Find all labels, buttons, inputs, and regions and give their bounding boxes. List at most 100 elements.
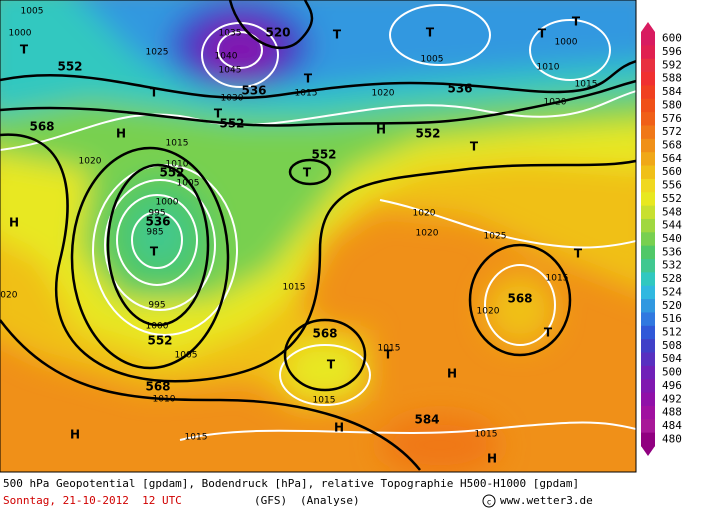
legend-swatch	[641, 392, 655, 407]
legend-label: 564	[662, 152, 682, 165]
legend-swatch	[641, 285, 655, 300]
pressure-label: 1040	[215, 52, 238, 62]
legend-swatch	[641, 419, 655, 434]
legend-label: 584	[662, 85, 682, 98]
legend-label: 504	[662, 352, 682, 365]
geopotential-label: 520	[265, 26, 290, 40]
legend-arrow-bottom	[641, 446, 655, 456]
legend-swatch	[641, 112, 655, 126]
pressure-label: 1020	[413, 209, 436, 219]
legend-swatch	[641, 245, 655, 260]
pressure-center: H	[9, 216, 19, 230]
legend-label: 512	[662, 325, 682, 338]
pressure-label: 1015	[546, 274, 569, 284]
pressure-label: 1005	[177, 179, 200, 189]
legend-swatch	[641, 138, 655, 153]
geopotential-label: 552	[57, 60, 82, 74]
footer-model: (GFS)	[254, 494, 287, 507]
pressure-center: T	[150, 245, 159, 259]
legend-label: 484	[662, 419, 682, 432]
geopotential-label: 552	[311, 148, 336, 162]
pressure-label: 1010	[537, 63, 560, 73]
legend-label: 568	[662, 139, 682, 152]
pressure-label: 1015	[185, 433, 208, 443]
pressure-label: 1025	[146, 48, 169, 58]
legend-swatch	[641, 152, 655, 167]
legend-label: 492	[662, 392, 682, 405]
pressure-label: 1005	[421, 55, 444, 65]
legend-label: 536	[662, 245, 682, 258]
pressure-center: H	[334, 421, 344, 435]
legend-label: 580	[662, 98, 682, 111]
footer-date: Sonntag, 21-10-2012 12 UTC	[3, 494, 182, 507]
pressure-center: T	[304, 72, 313, 86]
pressure-label: 1020	[477, 307, 500, 317]
pressure-center: T	[538, 27, 547, 41]
copyright-icon	[482, 494, 496, 508]
pressure-center: T	[426, 26, 435, 40]
pressure-label: 1030	[221, 94, 244, 104]
legend-swatch	[641, 205, 655, 220]
pressure-center: H	[70, 428, 80, 442]
legend-swatch	[641, 312, 655, 327]
legend-label: 520	[662, 299, 682, 312]
legend-label: 528	[662, 272, 682, 285]
legend-swatch	[641, 85, 655, 100]
legend-swatch	[641, 339, 655, 354]
legend-swatch	[641, 325, 655, 340]
legend-swatch	[641, 72, 655, 86]
legend-arrow-top	[641, 22, 655, 32]
pressure-center: H	[487, 452, 497, 466]
pressure-label: 1015	[283, 283, 306, 293]
pressure-label: 1015	[575, 80, 598, 90]
pressure-label: 1005	[21, 7, 44, 17]
legend-swatch	[641, 352, 655, 367]
legend-label: 548	[662, 205, 682, 218]
legend-label: 508	[662, 339, 682, 352]
legend-swatch	[641, 98, 655, 113]
pressure-label: 1035	[219, 29, 242, 39]
geopotential-label: 584	[414, 413, 439, 427]
geopotential-label: 568	[145, 380, 170, 394]
map-frame	[0, 0, 637, 473]
pressure-center: T	[303, 166, 312, 180]
pressure-label: 995	[148, 301, 165, 311]
pressure-label: 1020	[372, 89, 395, 99]
legend-label: 500	[662, 366, 682, 379]
pressure-center: T	[574, 247, 583, 261]
geopotential-label: 568	[312, 327, 337, 341]
legend-swatch	[641, 232, 655, 247]
legend-swatch	[641, 405, 655, 420]
footer-site: www.wetter3.de	[500, 494, 593, 507]
footer-run: (Analyse)	[300, 494, 360, 507]
pressure-label: 1015	[295, 89, 318, 99]
legend-label: 556	[662, 179, 682, 192]
geopotential-label: 568	[29, 120, 54, 134]
geopotential-label: 552	[415, 127, 440, 141]
map: 1005 1000 1025 1035 1040 1045 1030 1015 1020 1005…	[0, 0, 636, 472]
pressure-label: 1015	[166, 139, 189, 149]
pressure-center: T	[150, 86, 159, 100]
pressure-center: T	[384, 348, 393, 362]
legend-swatch	[641, 365, 655, 380]
copyright-c: c	[487, 498, 492, 507]
geopotential-label: 536	[241, 84, 266, 98]
legend-swatch	[641, 272, 655, 287]
legend-label: 532	[662, 259, 682, 272]
pressure-label: 1005	[175, 351, 198, 361]
geopotential-label: 552	[159, 166, 184, 180]
legend-swatch	[641, 218, 655, 233]
legend-swatch	[641, 178, 655, 193]
legend-swatch	[641, 379, 655, 394]
geopotential-label: 536	[145, 215, 170, 229]
pressure-center: H	[116, 127, 126, 141]
legend-label: 592	[662, 58, 682, 71]
legend-label: 488	[662, 406, 682, 419]
pressure-label: 1000	[146, 322, 169, 332]
pressure-label: 1045	[219, 66, 242, 76]
legend-label: 496	[662, 379, 682, 392]
pressure-label: 1020	[0, 291, 18, 301]
legend-label: 552	[662, 192, 682, 205]
geopotential-label: 552	[219, 117, 244, 131]
pressure-label: 1020	[79, 157, 102, 167]
